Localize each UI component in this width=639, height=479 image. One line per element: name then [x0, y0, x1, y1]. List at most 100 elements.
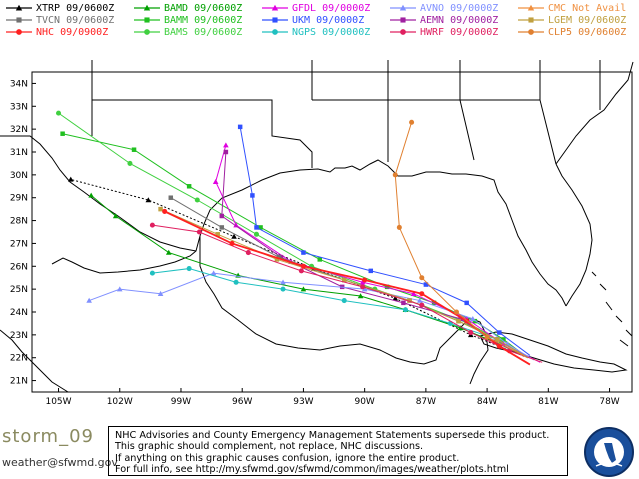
track-point — [423, 282, 429, 287]
track-point — [484, 334, 490, 340]
track-point — [384, 284, 390, 290]
track-point — [357, 293, 364, 299]
track-point — [342, 277, 347, 283]
legend-label: AEMN — [420, 14, 445, 26]
texas-border — [91, 60, 313, 168]
legend-time: 09/0600Z — [578, 26, 627, 38]
circle-marker-icon — [518, 29, 544, 35]
track-point — [127, 160, 133, 166]
atlantic-coast — [555, 61, 634, 165]
disclaimer-box: NHC Advisories and County Emergency Mana… — [108, 426, 568, 476]
track-point — [162, 208, 168, 214]
track-point — [86, 297, 92, 303]
lon-label: 93W — [293, 397, 313, 407]
lon-label: 78W — [599, 397, 619, 407]
track-point — [231, 233, 237, 239]
legend-item-ukm: UKM 09/0000Z — [260, 14, 364, 26]
legend-time: 09/0000Z — [322, 2, 371, 14]
legend-label: HWRF — [420, 26, 445, 38]
disclaimer-line: NHC Advisories and County Emergency Mana… — [115, 430, 550, 441]
track-point — [145, 197, 152, 203]
track-point — [301, 250, 306, 255]
track-point — [368, 268, 374, 274]
state-borders — [311, 60, 601, 165]
triangle-marker-icon — [390, 4, 416, 11]
track-point — [219, 225, 225, 230]
track-point — [496, 343, 502, 349]
track-point — [300, 286, 307, 292]
track-point — [360, 284, 366, 290]
track-point — [416, 297, 423, 303]
legend-item-avno: AVNO 09/0000Z — [388, 2, 498, 14]
circle-marker-icon — [134, 29, 160, 35]
legend-time: 09/0900Z — [60, 26, 109, 38]
legend-time: 09/0000Z — [316, 14, 365, 26]
track-point — [468, 330, 474, 336]
legend-item-tvcn: TVCN 09/0600Z — [4, 14, 114, 26]
legend-time: 09/0000Z — [450, 2, 499, 14]
disclaimer-line[interactable]: For full info, see http://my.sfwmd.gov/s… — [115, 463, 509, 475]
lat-label: 31N — [10, 148, 28, 158]
footer: storm_09 weather@sfwmd.gov NHC Advisorie… — [0, 424, 639, 479]
circle-marker-icon — [390, 29, 416, 35]
track-point — [298, 268, 304, 274]
legend-time: Not Avail — [572, 2, 627, 14]
track-point — [274, 257, 280, 262]
us-mexico-border — [0, 135, 197, 252]
lon-label: 87W — [416, 397, 436, 407]
track-point — [210, 270, 217, 276]
lat-label: 32N — [10, 125, 28, 135]
track-point — [401, 300, 406, 306]
legend-time: 09/0000Z — [450, 26, 499, 38]
square-marker-icon — [518, 17, 544, 23]
legend-item-hwrf: HWRF 09/0000Z — [388, 26, 498, 38]
track-point — [407, 298, 412, 303]
legend-label: UKM — [292, 14, 311, 26]
track-line — [58, 112, 529, 359]
track-line — [90, 195, 529, 359]
track-ukm — [237, 124, 531, 356]
lon-label: 99W — [171, 397, 191, 407]
legend-item-ngps: NGPS 09/0000Z — [260, 26, 370, 38]
track-line — [88, 272, 535, 361]
track-point — [402, 307, 408, 313]
legend-time: 09/0600Z — [66, 14, 115, 26]
track-point — [112, 213, 119, 219]
hurricane-track-map: 34N 33N 32N 31N 30N 29N 28N 27N 26N 25N 24N 23N 22N 2… — [0, 40, 639, 424]
lon-label: 84W — [477, 397, 497, 407]
storm-id: storm_09 — [2, 426, 94, 447]
track-point — [223, 149, 229, 155]
mexico-gulf-coast — [199, 236, 471, 365]
contact-email[interactable]: weather@sfwmd.gov — [2, 456, 118, 469]
lat-label: 25N — [10, 285, 28, 295]
track-point — [396, 224, 402, 230]
legend-item-bams: BAMS 09/0600Z — [132, 26, 242, 38]
track-point — [470, 316, 476, 322]
model-tracks — [56, 110, 543, 366]
lon-label: 81W — [538, 397, 558, 407]
track-point — [495, 337, 500, 342]
legend-item-aemn: AEMN 09/0000Z — [388, 14, 498, 26]
legend-item-cmc: CMC Not Avail — [516, 2, 626, 14]
legend-time: 09/0600Z — [194, 26, 243, 38]
track-point — [186, 184, 192, 189]
track-point — [258, 225, 263, 230]
track-point — [229, 240, 235, 246]
track-avno — [86, 270, 535, 361]
lat-label: 33N — [10, 102, 28, 112]
axis-labels: 34N 33N 32N 31N 30N 29N 28N 27N 26N 25N 24N 23N 22N 2… — [10, 79, 620, 407]
track-point — [501, 337, 506, 342]
legend-item-bamm: BAMM 09/0600Z — [132, 14, 242, 26]
pacific-coast — [0, 329, 69, 393]
legend-time: 09/0000Z — [322, 26, 371, 38]
track-point — [317, 257, 322, 262]
track-point — [60, 131, 65, 136]
legend-item-xtrp: XTRP 09/0600Z — [4, 2, 114, 14]
track-point — [276, 254, 282, 260]
track-point — [131, 147, 137, 152]
lon-label: 96W — [232, 397, 252, 407]
circle-marker-icon — [262, 29, 288, 35]
track-point — [116, 286, 123, 292]
track-point — [223, 142, 229, 148]
triangle-marker-icon — [518, 4, 544, 11]
